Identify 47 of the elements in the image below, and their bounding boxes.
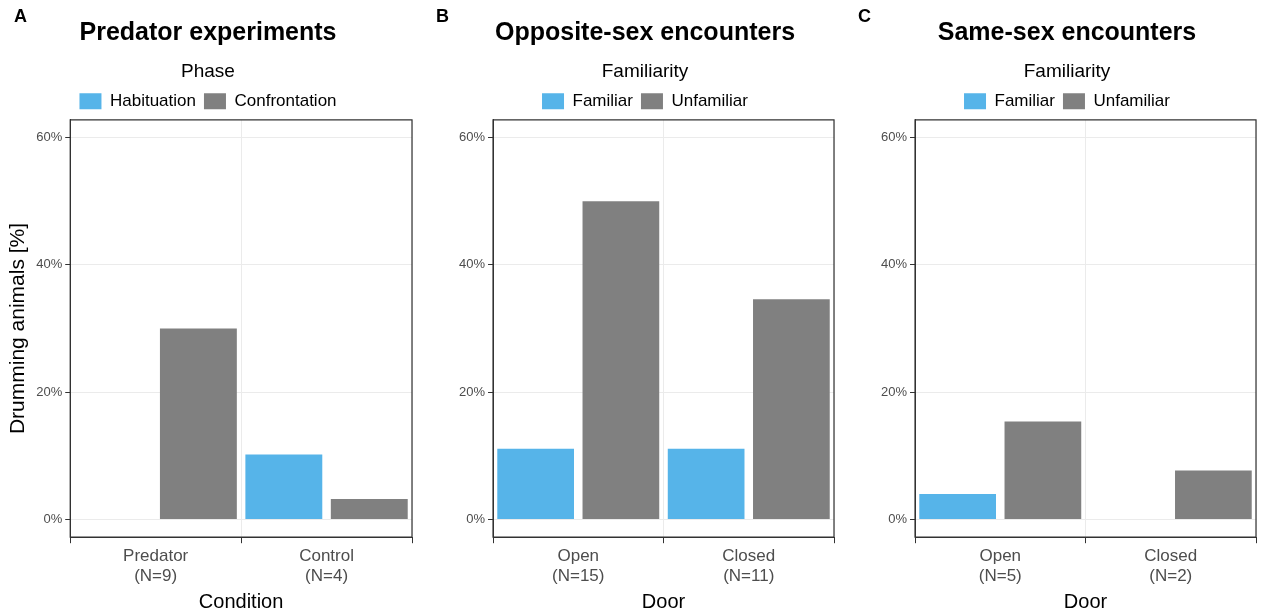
bar xyxy=(159,328,237,519)
chart-title: Predator experiments xyxy=(79,16,337,45)
x-axis-title: Condition xyxy=(198,589,284,612)
text: A xyxy=(14,6,27,27)
x-axis-title: Door xyxy=(641,589,686,612)
legend-label: Unfamiliar xyxy=(1093,90,1171,110)
bar xyxy=(919,493,996,519)
y-tick-label: 20% xyxy=(880,383,908,399)
chart-title: Opposite-sex encounters xyxy=(494,16,796,45)
bar xyxy=(667,448,745,519)
legend-label: Familiar xyxy=(994,90,1056,110)
y-tick-label: 40% xyxy=(880,256,908,272)
y-tick-label: 0% xyxy=(888,510,908,526)
y-tick-label: 0% xyxy=(466,510,486,526)
legend-label: Unfamiliar xyxy=(671,90,749,110)
legend-label: Confrontation xyxy=(234,90,337,110)
x-tick-label: Open (N=15) xyxy=(552,546,605,586)
x-tick-label: Closed (N=11) xyxy=(722,546,776,586)
bar xyxy=(1004,421,1082,519)
y-axis-title: Drumming animals [%] xyxy=(5,222,29,435)
y-tick-label: 20% xyxy=(36,383,63,399)
y-tick-label: 60% xyxy=(880,129,908,145)
x-axis-title: Door xyxy=(1063,589,1108,612)
bar xyxy=(330,499,408,519)
bar xyxy=(1175,470,1252,519)
y-tick-label: 60% xyxy=(458,129,486,145)
chart-title: Same-sex encounters xyxy=(937,16,1197,45)
bar xyxy=(582,201,660,519)
y-tick-label: 40% xyxy=(458,256,486,272)
x-tick-label: Open (N=5) xyxy=(978,546,1022,586)
text: C xyxy=(858,6,871,27)
text: B xyxy=(436,6,449,27)
y-tick-label: 20% xyxy=(458,383,486,399)
x-tick-label: Control (N=4) xyxy=(299,546,354,586)
legend-title: Phase xyxy=(181,59,235,81)
legend-label: Habituation xyxy=(109,90,196,110)
legend-title: Familiarity xyxy=(601,59,689,81)
y-tick-label: 60% xyxy=(36,129,63,145)
bar xyxy=(753,299,830,519)
legend-title: Familiarity xyxy=(1023,59,1111,81)
bar xyxy=(497,448,574,519)
legend-label: Familiar xyxy=(572,90,634,110)
x-tick-label: Closed (N=2) xyxy=(1144,546,1198,586)
y-tick-label: 40% xyxy=(36,256,63,272)
y-tick-label: 0% xyxy=(43,510,63,526)
bar xyxy=(245,454,323,519)
x-tick-label: Predator (N=9) xyxy=(123,546,189,586)
